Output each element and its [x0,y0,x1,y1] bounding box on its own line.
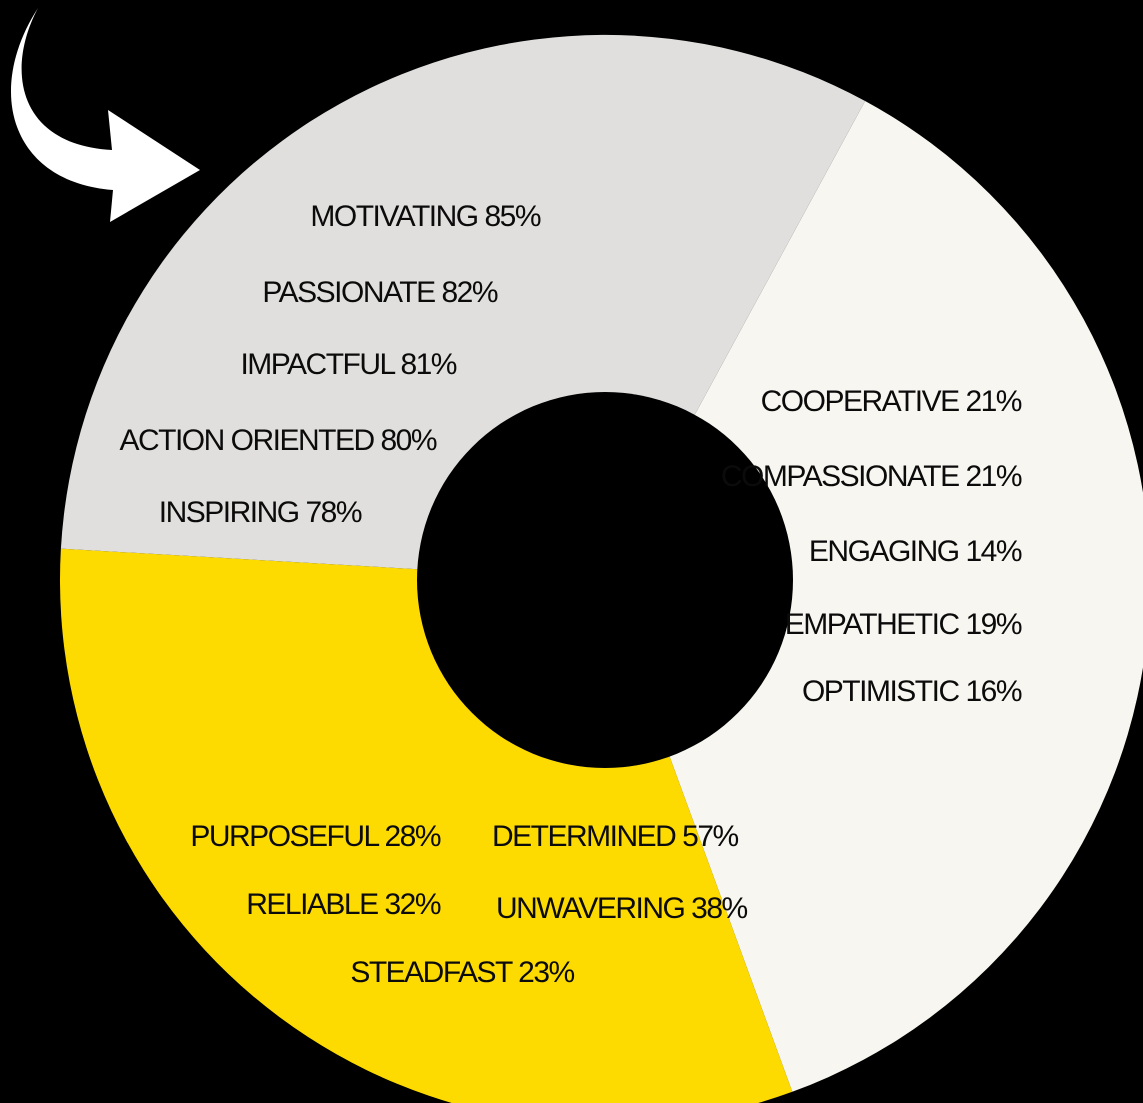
data-label: MOTIVATING 85% [310,200,540,233]
slice-1-labels: COOPERATIVE 21% COMPASSIONATE 21% ENGAGI… [721,385,1023,708]
data-label: PASSIONATE 82% [262,276,497,309]
donut-hole [417,392,793,768]
slice-0-labels: MOTIVATING 85% PASSIONATE 82% IMPACTFUL … [119,200,542,529]
data-label: INSPIRING 78% [159,496,362,529]
data-label: ENGAGING 14% [809,535,1022,568]
slice-2-labels: PURPOSEFUL 28% DETERMINED 57% RELIABLE 3… [190,820,749,989]
data-label: COMPASSIONATE 21% [721,460,1022,493]
data-label: UNWAVERING 38% [496,892,748,925]
data-label: OPTIMISTIC 16% [802,675,1022,708]
data-label: EMPATHETIC 19% [785,608,1022,641]
curved-arrow-icon [10,8,200,222]
data-label: DETERMINED 57% [492,820,739,853]
pie-slice-0 [605,101,1143,1092]
data-label: RELIABLE 32% [246,888,441,921]
data-label: STEADFAST 23% [350,956,574,989]
data-label: ACTION ORIENTED 80% [119,424,436,457]
data-label: PURPOSEFUL 28% [190,820,440,853]
data-label: COOPERATIVE 21% [761,385,1022,418]
data-label: IMPACTFUL 81% [240,348,456,381]
